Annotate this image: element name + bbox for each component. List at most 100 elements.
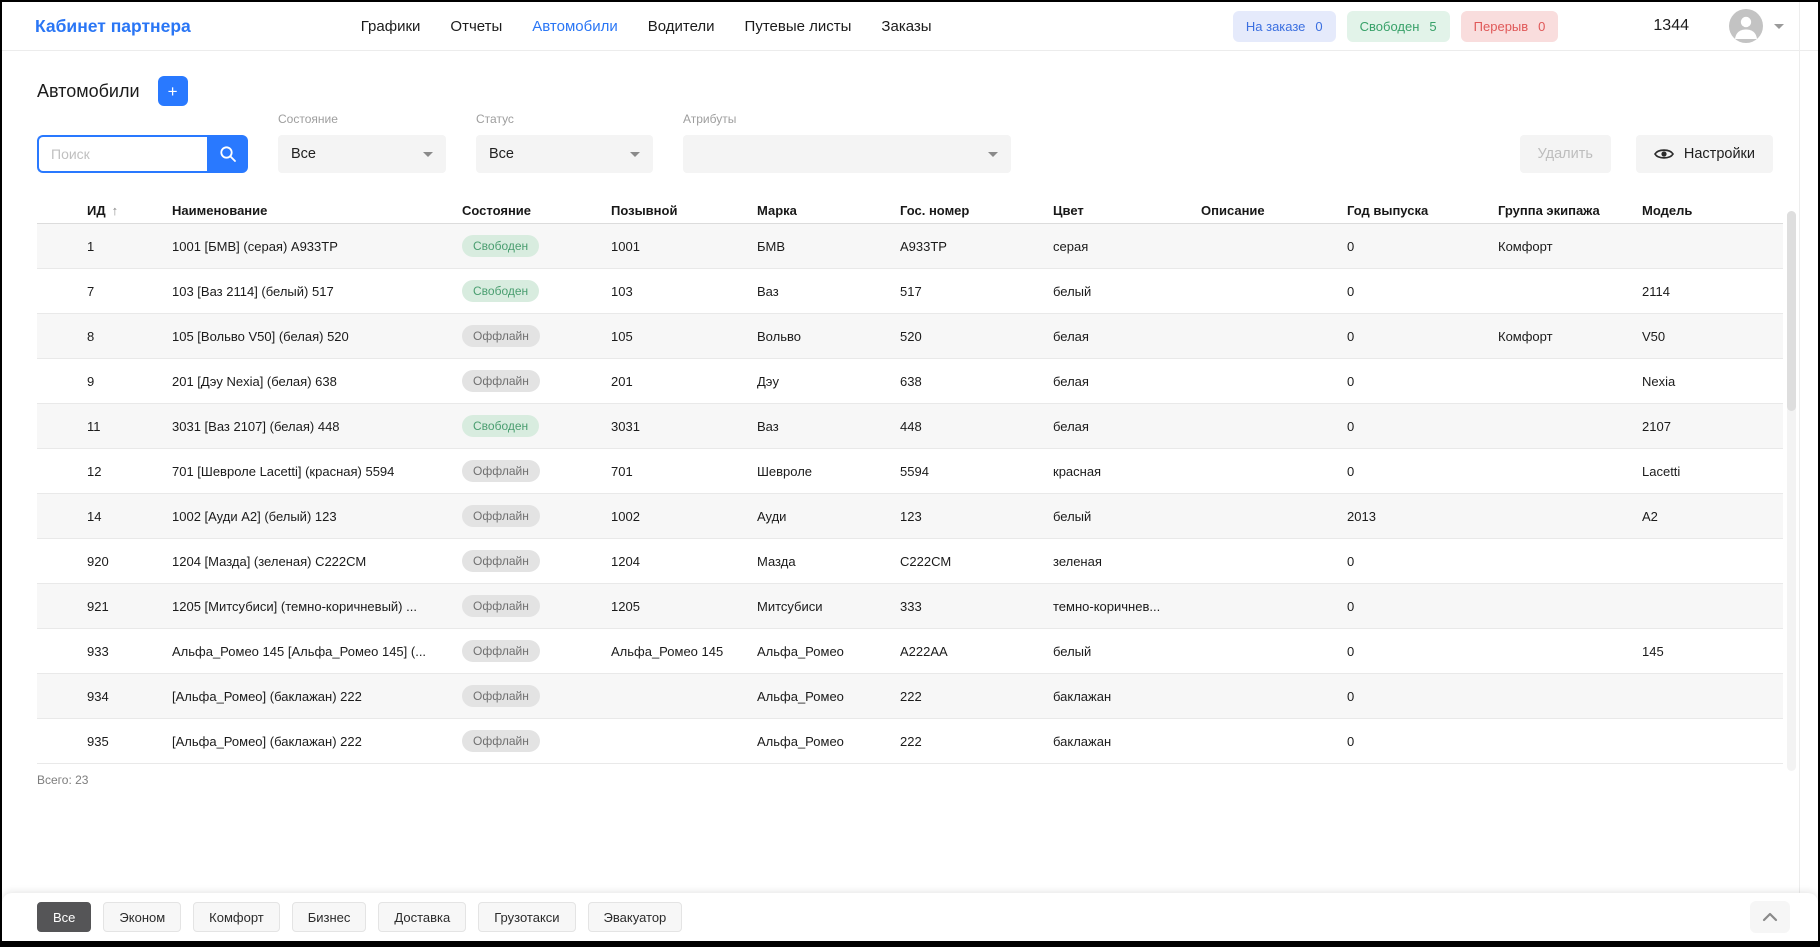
cell-Год выпуска: 0	[1347, 598, 1355, 614]
nav-item-5[interactable]: Заказы	[881, 17, 932, 35]
table-scrollbar[interactable]	[1787, 211, 1796, 771]
nav-item-1[interactable]: Отчеты	[450, 17, 503, 35]
nav-item-0[interactable]: Графики	[360, 17, 421, 35]
cell-Год выпуска: 0	[1347, 418, 1355, 434]
cell-Гос. номер: 123	[900, 508, 922, 524]
filter-toolbar: Состояние Все Статус Все Атрибуты Удалить На…	[37, 112, 1818, 173]
chip-6[interactable]: Эвакуатор	[587, 902, 683, 932]
table-row[interactable]: 920 1204 [Мазда] (зеленая) С222СМ Оффлайн 1…	[37, 539, 1783, 584]
cell-Позывной: 105	[611, 328, 633, 344]
cell-Год выпуска: 0	[1347, 373, 1355, 389]
crew-group-chips: Все Эконом Комфорт Бизнес Доставка Грузотакси…	[37, 902, 683, 932]
badge-value: 0	[1315, 18, 1323, 34]
brand-title[interactable]: Кабинет партнера	[35, 15, 191, 36]
delete-button[interactable]: Удалить	[1519, 135, 1611, 173]
cell-Гос. номер: 5594	[900, 463, 929, 479]
nav-item-3[interactable]: Водители	[647, 17, 715, 35]
cell-Позывной: 1205	[611, 598, 640, 614]
column-header-1[interactable]: Наименование	[167, 203, 457, 218]
status-pill: Оффлайн	[462, 550, 540, 572]
filter-select-value: Все	[489, 146, 514, 162]
cell-Цвет: белый	[1053, 508, 1092, 524]
collapse-button[interactable]	[1750, 901, 1790, 933]
chip-3[interactable]: Бизнес	[291, 902, 367, 932]
badge-label: На заказе	[1245, 18, 1306, 34]
column-header-6[interactable]: Цвет	[1048, 203, 1196, 218]
cell-Модель: Lacetti	[1642, 463, 1681, 479]
cell-Гос. номер: 222	[900, 688, 922, 704]
chip-0[interactable]: Все	[37, 902, 92, 932]
cell-Состояние: Оффлайн	[457, 460, 606, 482]
filter-select-2[interactable]	[683, 135, 1011, 173]
top-bar: Кабинет партнера Графики Отчеты Автомобили…	[2, 2, 1818, 51]
filter-label-2: Атрибуты	[683, 112, 737, 126]
search-button[interactable]	[207, 135, 248, 173]
search-input[interactable]	[37, 135, 207, 173]
cell-Марка: Альфа_Ромео	[757, 688, 844, 704]
settings-button[interactable]: Настройки	[1635, 135, 1773, 173]
column-header-label: Модель	[1642, 202, 1693, 218]
chip-5[interactable]: Грузотакси	[478, 902, 576, 932]
cell-ИД: 933	[87, 643, 109, 659]
table-row[interactable]: 11 3031 [Ваз 2107] (белая) 448 Свободен 303…	[37, 404, 1783, 449]
column-header-9[interactable]: Группа экипажа	[1493, 203, 1637, 218]
filter-select-1[interactable]: Все	[476, 135, 653, 173]
table-row[interactable]: 12 701 [Шевроле Lacetti] (красная) 5594 Оф…	[37, 449, 1783, 494]
settings-button-label: Настройки	[1683, 146, 1755, 162]
table-row[interactable]: 9 201 [Дэу Nexia] (белая) 638 Оффлайн 201 Дэ…	[37, 359, 1783, 404]
cell-Марка: Ваз	[757, 418, 779, 434]
cell-Гос. номер: С222СМ	[900, 553, 952, 569]
table-row[interactable]: 935 [Альфа_Ромео] (баклажан) 222 Оффлайн Ал…	[37, 719, 1783, 764]
column-header-10[interactable]: Модель	[1637, 203, 1783, 218]
cell-Марка: Альфа_Ромео	[757, 643, 844, 659]
cell-Состояние: Оффлайн	[457, 505, 606, 527]
column-header-8[interactable]: Год выпуска	[1342, 203, 1493, 218]
cell-Цвет: красная	[1053, 463, 1102, 479]
account-menu-chevron-down-icon[interactable]	[1774, 24, 1784, 34]
table-row[interactable]: 1 1001 [БМВ] (серая) А933ТР Свободен 1001 БМ…	[37, 224, 1783, 269]
filter-select-value: Все	[291, 146, 316, 162]
chip-1[interactable]: Эконом	[103, 902, 182, 932]
cell-Позывной: 701	[611, 463, 633, 479]
table-row[interactable]: 934 [Альфа_Ромео] (баклажан) 222 Оффлайн Ал…	[37, 674, 1783, 719]
chip-4[interactable]: Доставка	[378, 902, 467, 932]
add-vehicle-button[interactable]: +	[157, 76, 188, 106]
chip-2[interactable]: Комфорт	[193, 902, 280, 932]
cell-Позывной: 103	[611, 283, 633, 299]
nav-item-4[interactable]: Путевые листы	[744, 17, 852, 35]
cell-Состояние: Оффлайн	[457, 640, 606, 662]
table-row[interactable]: 933 Альфа_Ромео 145 [Альфа_Ромео 145] (..…	[37, 629, 1783, 674]
table-row[interactable]: 7 103 [Ваз 2114] (белый) 517 Свободен 103 Ва…	[37, 269, 1783, 314]
cell-Цвет: белая	[1053, 328, 1089, 344]
cell-Позывной: 1002	[611, 508, 640, 524]
filter-select-0[interactable]: Все	[278, 135, 446, 173]
column-header-7[interactable]: Описание	[1196, 203, 1342, 218]
filter-2: Атрибуты	[683, 112, 1011, 173]
table-scrollbar-thumb[interactable]	[1787, 211, 1796, 411]
user-icon	[1735, 16, 1757, 39]
vehicles-table: ИД ↑ Наименование Состояние Позывной Марка Гос…	[37, 197, 1783, 764]
column-header-3[interactable]: Позывной	[606, 203, 752, 218]
driver-status-badge-1: Свободен 5	[1346, 10, 1450, 42]
cell-Марка: Мазда	[757, 553, 796, 569]
column-header-4[interactable]: Марка	[752, 203, 895, 218]
cell-Наименование: 105 [Вольво V50] (белая) 520	[172, 328, 349, 344]
user-avatar[interactable]	[1729, 9, 1763, 43]
cell-Гос. номер: 517	[900, 283, 922, 299]
column-header-0[interactable]: ИД ↑	[37, 203, 167, 218]
filter-0: Состояние Все	[278, 112, 446, 173]
balance-counter: 1344	[1653, 17, 1689, 34]
table-row[interactable]: 14 1002 [Ауди А2] (белый) 123 Оффлайн 1002 А…	[37, 494, 1783, 539]
column-header-5[interactable]: Гос. номер	[895, 203, 1048, 218]
cell-ИД: 14	[87, 508, 102, 524]
nav-item-2[interactable]: Автомобили	[532, 17, 618, 35]
cell-ИД: 920	[87, 553, 109, 569]
column-header-2[interactable]: Состояние	[457, 203, 606, 218]
cell-ИД: 9	[87, 373, 95, 389]
column-header-label: Год выпуска	[1347, 202, 1429, 218]
table-row[interactable]: 8 105 [Вольво V50] (белая) 520 Оффлайн 105 В…	[37, 314, 1783, 359]
status-pill: Оффлайн	[462, 505, 540, 527]
cell-Год выпуска: 2013	[1347, 508, 1376, 524]
cell-Цвет: белая	[1053, 373, 1089, 389]
table-row[interactable]: 921 1205 [Митсубиси] (темно-коричневый) .…	[37, 584, 1783, 629]
